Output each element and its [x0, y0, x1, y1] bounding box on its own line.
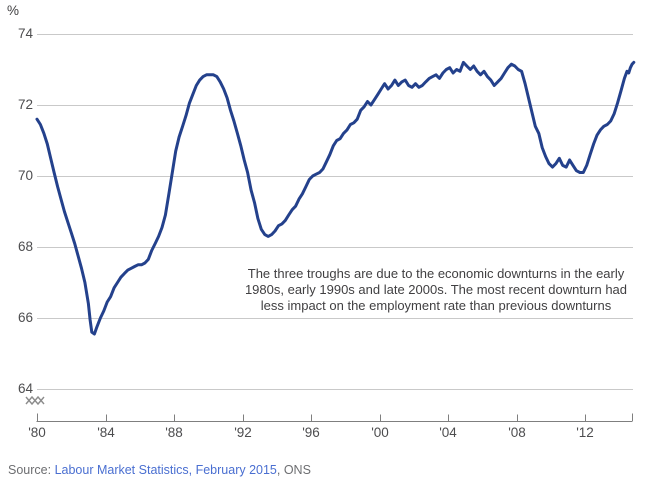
x-tick-label-2012: '12: [576, 425, 594, 440]
annotation-line-2: 1980s, early 1990s and late 2000s. The m…: [244, 282, 628, 297]
source-suffix: , ONS: [276, 463, 311, 477]
x-tick-label-1992: '92: [234, 425, 252, 440]
y-tick-label-72: 72: [17, 97, 33, 112]
y-tick-label-74: 74: [17, 26, 33, 41]
x-tick-label-1996: '96: [302, 425, 320, 440]
y-tick-label-66: 66: [17, 310, 33, 325]
y-tick-label-70: 70: [17, 168, 33, 183]
y-tick-label-64: 64: [17, 381, 33, 396]
x-tick-label-2008: '08: [508, 425, 526, 440]
x-tick-label-2000: '00: [371, 425, 389, 440]
y-tick-label-68: 68: [17, 239, 33, 254]
chart-annotation: The three troughs are due to the economi…: [230, 266, 642, 314]
x-tick-label-1988: '88: [165, 425, 183, 440]
annotation-line-3: less impact on the employment rate than …: [260, 298, 612, 313]
employment-rate-line: [35, 60, 636, 336]
x-tick-label-1980: '80: [28, 425, 46, 440]
axis-break-icon: [25, 395, 45, 406]
x-axis: [36, 413, 634, 422]
x-tick-label-1984: '84: [97, 425, 115, 440]
x-tick-label-2004: '04: [439, 425, 457, 440]
y-axis-unit-label: %: [7, 3, 20, 18]
chart-plot-area: [25, 34, 636, 422]
source-link[interactable]: Labour Market Statistics, February 2015: [54, 463, 277, 477]
source-caption: Source: Labour Market Statistics, Februa…: [8, 463, 311, 477]
source-prefix: Source:: [8, 463, 55, 477]
annotation-line-1: The three troughs are due to the economi…: [247, 266, 625, 281]
